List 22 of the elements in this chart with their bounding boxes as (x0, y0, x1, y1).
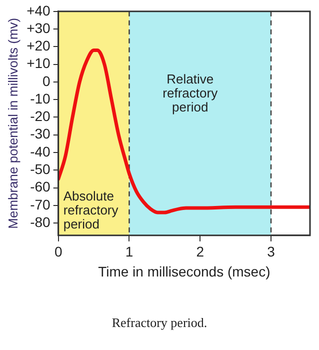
x-tick-label: 3 (267, 244, 276, 260)
y-tick-label: -80 (30, 214, 51, 230)
y-tick-label: +40 (26, 2, 51, 18)
y-tick-label: +20 (26, 38, 51, 54)
y-tick-label: -70 (30, 196, 51, 212)
y-tick-label: -60 (30, 178, 51, 195)
text: Refractory period. (110, 315, 208, 331)
y-tick-label: -50 (30, 161, 51, 177)
y-tick-label: -20 (30, 108, 51, 124)
y-tick-label: +30 (26, 20, 51, 36)
y-tick-label: 0 (42, 72, 51, 89)
x-tick-label: 2 (196, 244, 204, 260)
y-tick-label: -10 (30, 90, 51, 106)
y-tick-label: -40 (30, 143, 51, 160)
x-tick-label: 1 (125, 244, 134, 260)
y-axis-title: Membrane potential in millivolts (mv) (5, 18, 20, 229)
y-tick-label: +10 (26, 55, 51, 72)
x-axis-title: Time in milliseconds (msec) (98, 263, 270, 280)
x-tick-label: 0 (54, 244, 62, 260)
y-tick-label: -30 (30, 126, 51, 142)
band-label: Relative refractory period (162, 71, 218, 114)
band-label: Absolute refractory period (63, 188, 119, 232)
